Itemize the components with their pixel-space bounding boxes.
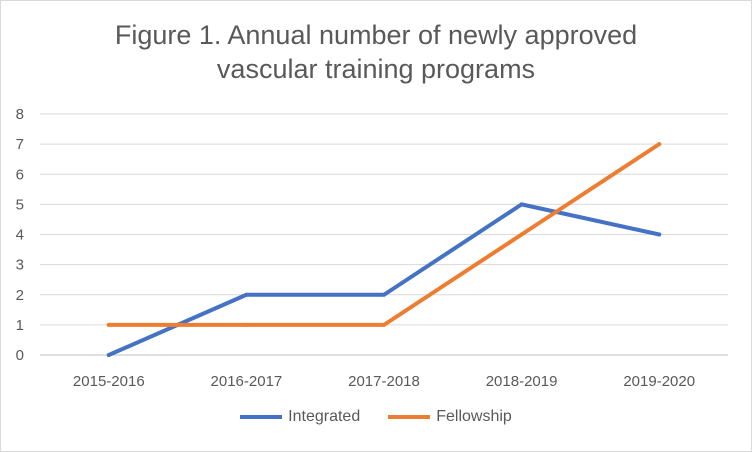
x-tick-label: 2016-2017: [211, 373, 283, 390]
legend-swatch-fellowship: [388, 415, 431, 419]
chart-title-line-1: Figure 1. Annual number of newly approve…: [114, 20, 638, 50]
legend-label-fellowship: Fellowship: [436, 408, 512, 425]
y-tick-label: 7: [16, 136, 24, 153]
y-tick-label: 5: [16, 196, 24, 213]
data-point-integrated: [106, 353, 111, 357]
series-line-integrated: [106, 202, 662, 357]
data-point-fellowship: [382, 322, 386, 327]
chart-title: Figure 1. Annual number of newly approve…: [0, 18, 752, 86]
y-tick-label: 2: [16, 287, 24, 304]
legend-item-integrated: Integrated: [240, 408, 360, 426]
legend-label-integrated: Integrated: [288, 408, 361, 425]
data-point-integrated: [519, 202, 524, 207]
x-tick-label: 2015-2016: [73, 373, 145, 390]
x-tick-label: 2019-2020: [623, 373, 695, 390]
legend: Integrated Fellowship: [0, 408, 752, 426]
legend-item-fellowship: Fellowship: [388, 408, 512, 426]
data-point-integrated: [657, 232, 662, 237]
x-tick-label: 2018-2019: [486, 373, 558, 390]
y-tick-label: 4: [16, 227, 24, 244]
data-point-fellowship: [106, 322, 111, 327]
x-tick-label: 2017-2018: [348, 373, 420, 390]
data-point-fellowship: [519, 232, 524, 237]
y-tick-label: 3: [16, 257, 24, 274]
data-point-fellowship: [657, 142, 662, 147]
legend-swatch-integrated: [240, 415, 283, 419]
data-point-integrated: [382, 292, 386, 297]
y-tick-label: 6: [16, 166, 24, 183]
y-tick-label: 8: [16, 106, 24, 123]
chart-title-line-2: vascular training programs: [216, 54, 536, 84]
y-tick-label: 1: [16, 317, 24, 334]
data-point-integrated: [244, 292, 249, 297]
data-point-fellowship: [244, 322, 249, 327]
y-tick-label: 0: [16, 347, 24, 364]
